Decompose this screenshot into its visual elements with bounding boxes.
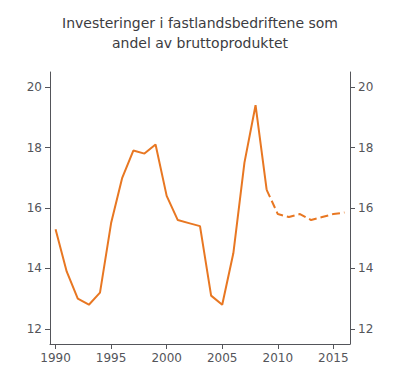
svg-text:2005: 2005 bbox=[207, 351, 238, 365]
svg-text:andel av bruttoproduktet: andel av bruttoproduktet bbox=[112, 35, 289, 51]
svg-text:16: 16 bbox=[358, 201, 373, 215]
svg-text:2015: 2015 bbox=[318, 351, 349, 365]
svg-text:20: 20 bbox=[27, 80, 42, 94]
svg-text:1990: 1990 bbox=[40, 351, 71, 365]
svg-text:16: 16 bbox=[27, 201, 42, 215]
svg-text:Investeringer i fastlandsbedri: Investeringer i fastlandsbedriftene som bbox=[62, 15, 338, 31]
svg-text:12: 12 bbox=[358, 322, 373, 336]
svg-text:2000: 2000 bbox=[151, 351, 182, 365]
svg-text:12: 12 bbox=[27, 322, 42, 336]
svg-text:14: 14 bbox=[27, 261, 42, 275]
svg-text:18: 18 bbox=[358, 141, 373, 155]
svg-text:1995: 1995 bbox=[96, 351, 127, 365]
svg-text:18: 18 bbox=[27, 141, 42, 155]
svg-text:20: 20 bbox=[358, 80, 373, 94]
svg-text:14: 14 bbox=[358, 261, 373, 275]
svg-text:2010: 2010 bbox=[263, 351, 294, 365]
